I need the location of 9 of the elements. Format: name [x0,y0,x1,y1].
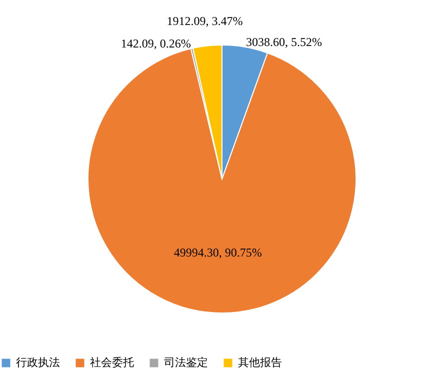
pie-slice [88,48,356,314]
legend-label: 司法鉴定 [164,356,208,369]
data-label: 3038.60, 5.52% [246,35,322,50]
data-label: 142.09, 0.26% [120,36,191,51]
legend-label: 行政执法 [16,356,60,369]
data-label: 49994.30, 90.75% [174,246,262,260]
data-label: 1912.09, 3.47% [166,14,243,28]
legend-label: 其他报告 [238,356,282,369]
legend-label: 社会委托 [90,356,134,369]
